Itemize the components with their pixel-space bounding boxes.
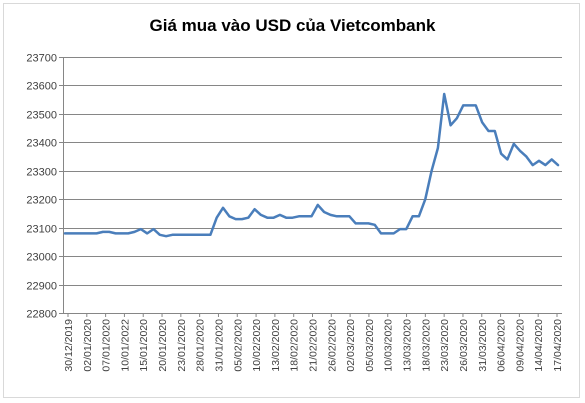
y-tick-label: 23700 xyxy=(26,53,57,65)
series-line xyxy=(63,92,560,238)
x-tick-label: 28/01/2020 xyxy=(195,319,207,372)
x-tick-label: 20/01/2020 xyxy=(157,319,169,372)
chart-title: Giá mua vào USD của Vietcombank xyxy=(149,16,436,35)
y-tick-label: 23600 xyxy=(26,81,57,93)
x-tick-label: 07/01/2020 xyxy=(101,319,113,372)
x-tick-label: 30/12/2019 xyxy=(63,319,75,372)
x-tick-label: 02/03/2020 xyxy=(345,319,357,372)
x-tick-label: 14/04/2020 xyxy=(533,319,545,372)
y-tick-label: 22900 xyxy=(26,281,57,293)
series-layer xyxy=(63,92,560,238)
x-tick-label: 18/02/2020 xyxy=(289,319,301,372)
grid-lines xyxy=(63,57,562,314)
y-tick-label: 23400 xyxy=(26,138,57,150)
x-tick-label: 10/02/2020 xyxy=(251,319,263,372)
x-tick-label: 31/03/2020 xyxy=(477,319,489,372)
axes xyxy=(59,57,562,317)
x-tick-label: 06/04/2020 xyxy=(496,319,508,372)
x-tick-label: 15/01/2020 xyxy=(138,319,150,372)
x-tick-label: 31/01/2020 xyxy=(213,319,225,372)
x-tick-label: 10/03/2020 xyxy=(383,319,395,372)
x-tick-labels: 30/12/2019 02/01/2020 07/01/2020 10/01/2022… xyxy=(63,319,564,372)
x-tick-label: 13/03/2020 xyxy=(402,319,414,372)
x-tick-label: 23/03/2020 xyxy=(439,319,451,372)
y-tick-label: 23500 xyxy=(26,110,57,122)
y-tick-label: 23100 xyxy=(26,224,57,236)
y-tick-label: 23000 xyxy=(26,252,57,264)
x-tick-label: 18/03/2020 xyxy=(420,319,432,372)
x-tick-label: 23/01/2020 xyxy=(176,319,188,372)
chart-frame xyxy=(3,3,580,398)
x-tick-label: 09/04/2020 xyxy=(514,319,526,372)
x-tick-label: 05/03/2020 xyxy=(364,319,376,372)
y-tick-label: 22800 xyxy=(26,309,57,321)
x-tick-label: 26/03/2020 xyxy=(458,319,470,372)
x-tick-label: 21/02/2020 xyxy=(308,319,320,372)
y-tick-label: 23200 xyxy=(26,195,57,207)
y-tick-labels: 22800 22900 23000 23100 23200 23300 23400 23500… xyxy=(26,53,57,321)
y-tick-label: 23300 xyxy=(26,167,57,179)
x-tick-label: 02/01/2020 xyxy=(82,319,94,372)
x-tick-label: 17/04/2020 xyxy=(552,319,564,372)
x-tick-label: 13/02/2020 xyxy=(270,319,282,372)
x-tick-label: 10/01/2022 xyxy=(119,319,131,372)
x-tick-label: 26/02/2020 xyxy=(326,319,338,372)
x-tick-label: 05/02/2020 xyxy=(232,319,244,372)
